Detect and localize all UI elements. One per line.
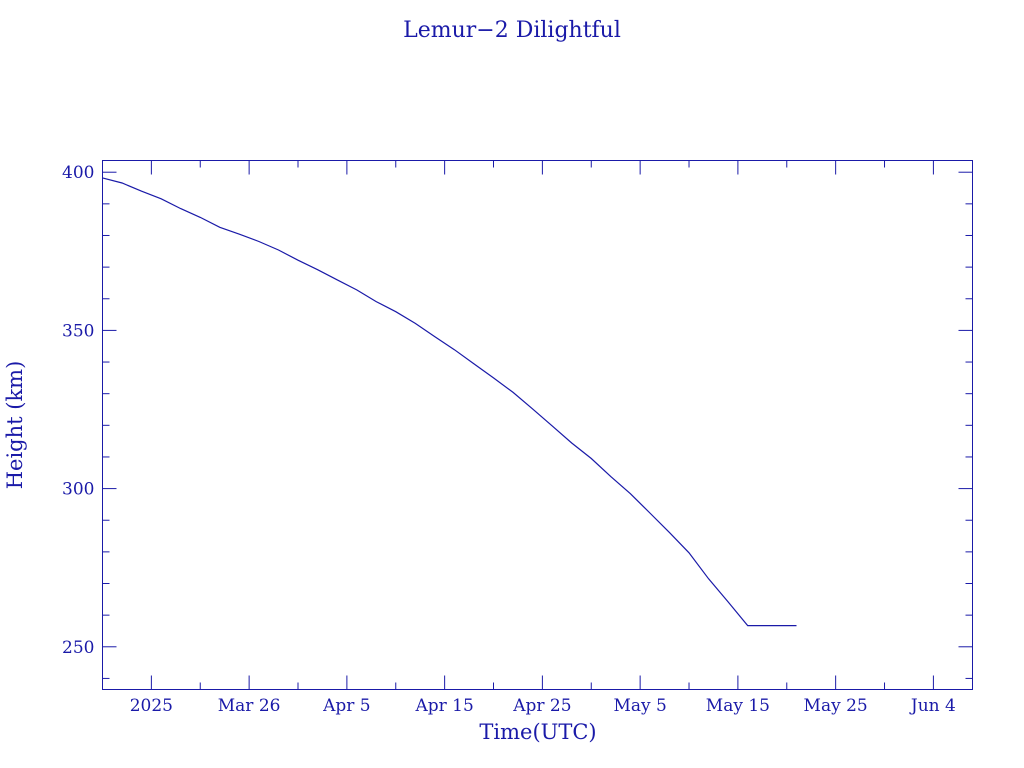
x-tick-label: Jun 4: [909, 696, 956, 716]
x-tick-label: May 15: [706, 696, 770, 716]
tick-labels: 2025 Mar 26 Apr 5 Apr 15 Apr 25 May 5 May 15 Ma…: [62, 163, 956, 716]
plot-frame: [102, 160, 973, 690]
y-tick-label: 250: [62, 638, 94, 658]
y-axis-label: Height (km): [3, 361, 27, 490]
tick-marks: [102, 160, 973, 690]
x-tick-label: 2025: [130, 696, 173, 716]
x-tick-label: Apr 25: [512, 696, 571, 716]
chart-title: Lemur−2 Dilightful: [403, 18, 621, 43]
x-tick-label: Apr 5: [322, 696, 371, 716]
series-line-height: [102, 177, 797, 627]
x-axis-label: Time(UTC): [479, 720, 596, 744]
x-tick-label: Apr 15: [414, 696, 473, 716]
y-tick-label: 400: [62, 163, 94, 183]
x-tick-label: May 25: [804, 696, 868, 716]
y-tick-label: 350: [62, 321, 94, 341]
y-tick-label: 300: [62, 480, 94, 500]
x-tick-label: Mar 26: [218, 696, 281, 716]
x-tick-label: May 5: [613, 696, 666, 716]
